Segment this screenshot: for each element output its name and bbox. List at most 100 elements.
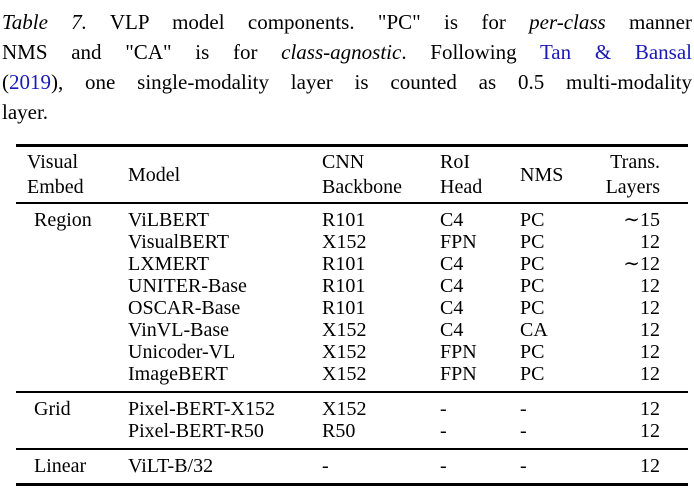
group-label-grid: Grid bbox=[34, 398, 71, 420]
cell-nms: PC bbox=[520, 209, 545, 231]
cell-nms: - bbox=[520, 455, 527, 477]
group-label-region: Region bbox=[34, 209, 92, 231]
header-row: Visual Embed Model CNN Backbone RoI Head NM… bbox=[16, 146, 688, 204]
cell-trans-layers: 12 bbox=[640, 341, 660, 363]
cell-roi-head: C4 bbox=[440, 319, 464, 341]
caption-text-segment: layer. bbox=[2, 100, 49, 124]
caption-emphasis: per-class bbox=[529, 10, 606, 34]
header-line: CNN bbox=[322, 151, 365, 173]
cell-nms: PC bbox=[520, 231, 545, 253]
col-header-cnn-backbone: CNN Backbone bbox=[322, 146, 440, 204]
caption-text-segment: ( bbox=[2, 70, 9, 94]
cell-model: ViLT-B/32 bbox=[128, 455, 214, 477]
caption-text-segment: VLP model components. "PC" is for bbox=[86, 10, 530, 34]
caption-emphasis: class-agnostic bbox=[281, 40, 402, 64]
cell-trans-layers: 12 bbox=[640, 455, 660, 477]
cell-cnn-backbone: R101 bbox=[322, 275, 366, 297]
cell-nms: PC bbox=[520, 341, 545, 363]
cell-nms: PC bbox=[520, 363, 545, 385]
cell-model: UNITER-Base bbox=[128, 275, 247, 297]
table-row: Unicoder-VL X152 FPN PC 12 bbox=[16, 341, 688, 363]
cell-cnn-backbone: R101 bbox=[322, 209, 366, 231]
cell-trans-layers: 12 bbox=[640, 319, 660, 341]
cell-model: ImageBERT bbox=[128, 363, 228, 385]
caption-line: NMS and "CA" is for class-agnostic. Foll… bbox=[2, 37, 692, 67]
cell-cnn-backbone: X152 bbox=[322, 341, 367, 363]
header-line: Trans. bbox=[610, 151, 660, 173]
cell-roi-head: C4 bbox=[440, 275, 464, 297]
cell-model: LXMERT bbox=[128, 253, 210, 275]
group-linear: Linear ViLT-B/32 - - - 12 bbox=[16, 449, 688, 485]
cell-model: Pixel-BERT-R50 bbox=[128, 420, 264, 442]
cell-model: VinVL-Base bbox=[128, 319, 229, 341]
cell-nms: PC bbox=[520, 275, 545, 297]
table-row: Pixel-BERT-R50 R50 - - 12 bbox=[16, 420, 688, 449]
cell-model: Pixel-BERT-X152 bbox=[128, 398, 275, 420]
caption-text-segment: NMS and "CA" is for bbox=[2, 40, 282, 64]
caption-text-segment: ), one single-modality layer is counted … bbox=[51, 70, 692, 94]
col-header-model: Model bbox=[128, 163, 181, 186]
cell-roi-head: C4 bbox=[440, 297, 464, 319]
cell-roi-head: FPN bbox=[440, 231, 477, 253]
cell-trans-layers: 12 bbox=[640, 231, 660, 253]
cell-cnn-backbone: X152 bbox=[322, 319, 367, 341]
group-grid: Grid Pixel-BERT-X152 X152 - - 12 Pixel-B… bbox=[16, 392, 688, 449]
table-row: UNITER-Base R101 C4 PC 12 bbox=[16, 275, 688, 297]
table-row: VisualBERT X152 FPN PC 12 bbox=[16, 231, 688, 253]
caption-line: Table 7. VLP model components. "PC" is f… bbox=[2, 7, 692, 37]
caption-line: (2019), one single-modality layer is cou… bbox=[2, 67, 692, 97]
group-region: Region ViLBERT R101 C4 PC ∼15 VisualBERT… bbox=[16, 203, 688, 392]
cell-roi-head: C4 bbox=[440, 209, 464, 231]
cell-cnn-backbone: - bbox=[322, 455, 329, 477]
header-line: Embed bbox=[27, 176, 84, 198]
cell-roi-head: C4 bbox=[440, 253, 464, 275]
cell-trans-layers: ∼12 bbox=[623, 253, 660, 275]
citation-year-link[interactable]: 2019 bbox=[9, 70, 51, 94]
header-line: Head bbox=[440, 176, 483, 198]
table-row: Grid Pixel-BERT-X152 X152 - - 12 bbox=[16, 392, 688, 420]
cell-roi-head: FPN bbox=[440, 341, 477, 363]
cell-cnn-backbone: R50 bbox=[322, 420, 356, 442]
col-header-visual-embed: Visual Embed bbox=[16, 146, 128, 204]
table-row: LXMERT R101 C4 PC ∼12 bbox=[16, 253, 688, 275]
table-row: Region ViLBERT R101 C4 PC ∼15 bbox=[16, 203, 688, 231]
header-line: Visual bbox=[27, 151, 79, 173]
header-line: Backbone bbox=[322, 176, 402, 198]
cell-trans-layers: ∼15 bbox=[623, 209, 660, 231]
caption-text-segment: manner bbox=[605, 10, 692, 34]
header-line: Layers bbox=[605, 176, 660, 198]
table-caption: Table 7. VLP model components. "PC" is f… bbox=[0, 0, 694, 127]
cell-trans-layers: 12 bbox=[640, 297, 660, 319]
cell-roi-head: - bbox=[440, 455, 447, 477]
caption-line: layer. bbox=[2, 97, 692, 127]
cell-roi-head: - bbox=[440, 398, 447, 420]
caption-text-segment: . Following bbox=[401, 40, 540, 64]
group-label-linear: Linear bbox=[34, 455, 87, 477]
col-header-roi-head: RoI Head bbox=[440, 146, 520, 204]
table-row: VinVL-Base X152 C4 CA 12 bbox=[16, 319, 688, 341]
cell-cnn-backbone: X152 bbox=[322, 398, 367, 420]
citation-link[interactable]: Tan & Bansal bbox=[539, 40, 693, 64]
cell-trans-layers: 12 bbox=[640, 420, 660, 442]
cell-nms: CA bbox=[520, 319, 548, 341]
cell-trans-layers: 12 bbox=[640, 398, 660, 420]
cell-trans-layers: 12 bbox=[640, 363, 660, 385]
cell-roi-head: - bbox=[440, 420, 447, 442]
vlp-components-table: Visual Embed Model CNN Backbone RoI Head NM… bbox=[16, 144, 688, 486]
cell-cnn-backbone: X152 bbox=[322, 363, 367, 385]
cell-nms: - bbox=[520, 420, 527, 442]
caption-table-number: Table 7. bbox=[2, 10, 87, 34]
cell-trans-layers: 12 bbox=[640, 275, 660, 297]
table-header: Visual Embed Model CNN Backbone RoI Head NM… bbox=[16, 145, 688, 204]
cell-model: ViLBERT bbox=[128, 209, 209, 231]
header-line: RoI bbox=[440, 151, 470, 173]
cell-model: OSCAR-Base bbox=[128, 297, 241, 319]
cell-roi-head: FPN bbox=[440, 363, 477, 385]
table-row: Linear ViLT-B/32 - - - 12 bbox=[16, 449, 688, 485]
col-header-nms: NMS bbox=[520, 163, 564, 186]
cell-cnn-backbone: R101 bbox=[322, 253, 366, 275]
cell-nms: PC bbox=[520, 297, 545, 319]
cell-cnn-backbone: R101 bbox=[322, 297, 366, 319]
cell-model: VisualBERT bbox=[128, 231, 229, 253]
